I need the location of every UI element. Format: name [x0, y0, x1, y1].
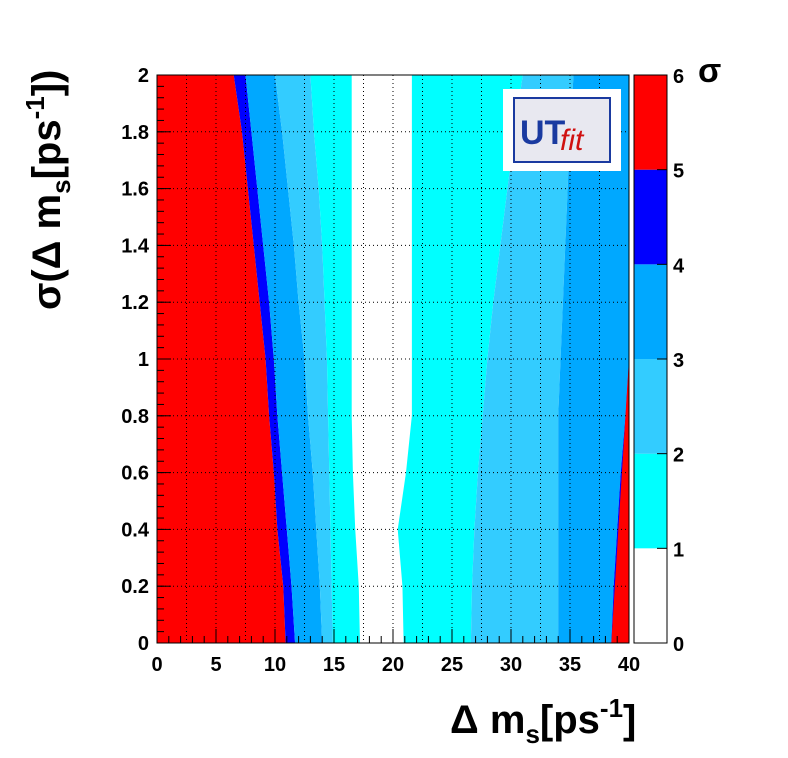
- colorbar-tick-label: 3: [673, 350, 684, 372]
- region-right-5-6sigma: [611, 75, 629, 643]
- y-axis-ticks: 0 0.2 0.4 0.6 0.8 1 1.2 1.4 1.6 1.8 2: [121, 65, 171, 655]
- y-axis-title: σ(Δ ms[ps-1]): [20, 70, 76, 310]
- y-tick-label: 1: [138, 349, 149, 371]
- region-left-4-5sigma: [233, 75, 296, 643]
- x-tick-label: 30: [500, 654, 522, 676]
- logo-text-ut: UT: [520, 114, 566, 152]
- x-tick-label: 10: [264, 654, 286, 676]
- y-tick-label: 1.2: [121, 292, 149, 314]
- x-tick-label: 40: [618, 654, 640, 676]
- colorbar-level: [634, 264, 667, 359]
- region-right-1-2sigma: [397, 75, 523, 643]
- y-tick-label: 2: [138, 65, 149, 87]
- colorbar-title: σ: [698, 52, 721, 90]
- y-tick-label: 1.4: [121, 235, 150, 257]
- y-tick-label: 1.8: [121, 122, 149, 144]
- y-tick-label: 1.6: [121, 179, 149, 201]
- colorbar-tick-label: 6: [673, 66, 684, 88]
- x-axis-title: Δ ms[ps-1]: [450, 693, 636, 749]
- colorbar-level: [634, 453, 667, 549]
- colorbar: 0 1 2 3 4 5 6: [633, 66, 685, 656]
- colorbar-tick-label: 5: [673, 161, 684, 183]
- colorbar-tick-label: 1: [673, 539, 684, 561]
- x-tick-label: 35: [559, 654, 581, 676]
- x-tick-label: 5: [210, 654, 221, 676]
- region-right-2-3sigma: [470, 75, 574, 643]
- x-tick-label: 20: [382, 654, 404, 676]
- y-tick-label: 0.4: [121, 519, 150, 541]
- logo-text-fit: fit: [560, 124, 585, 157]
- y-tick-label: 0: [138, 633, 149, 655]
- colorbar-level: [634, 548, 667, 643]
- colorbar-level: [634, 169, 667, 265]
- y-tick-label: 0.8: [121, 406, 149, 428]
- utfit-logo: UT fit: [503, 89, 621, 171]
- colorbar-level: [634, 359, 667, 454]
- region-left-3-4sigma: [245, 75, 323, 643]
- x-tick-label: 0: [151, 654, 162, 676]
- x-tick-label: 15: [323, 654, 345, 676]
- x-tick-label: 25: [441, 654, 463, 676]
- colorbar-tick-label: 4: [673, 255, 685, 277]
- y-tick-label: 0.2: [121, 576, 149, 598]
- grid-lines: [157, 75, 629, 643]
- y-tick-label: 0.6: [121, 463, 149, 485]
- colorbar-level: [634, 75, 667, 170]
- colorbar-tick-label: 2: [673, 445, 684, 467]
- region-left-2-3sigma: [275, 75, 333, 643]
- colorbar-tick-label: 0: [673, 634, 684, 656]
- region-left-1-2sigma: [310, 75, 360, 643]
